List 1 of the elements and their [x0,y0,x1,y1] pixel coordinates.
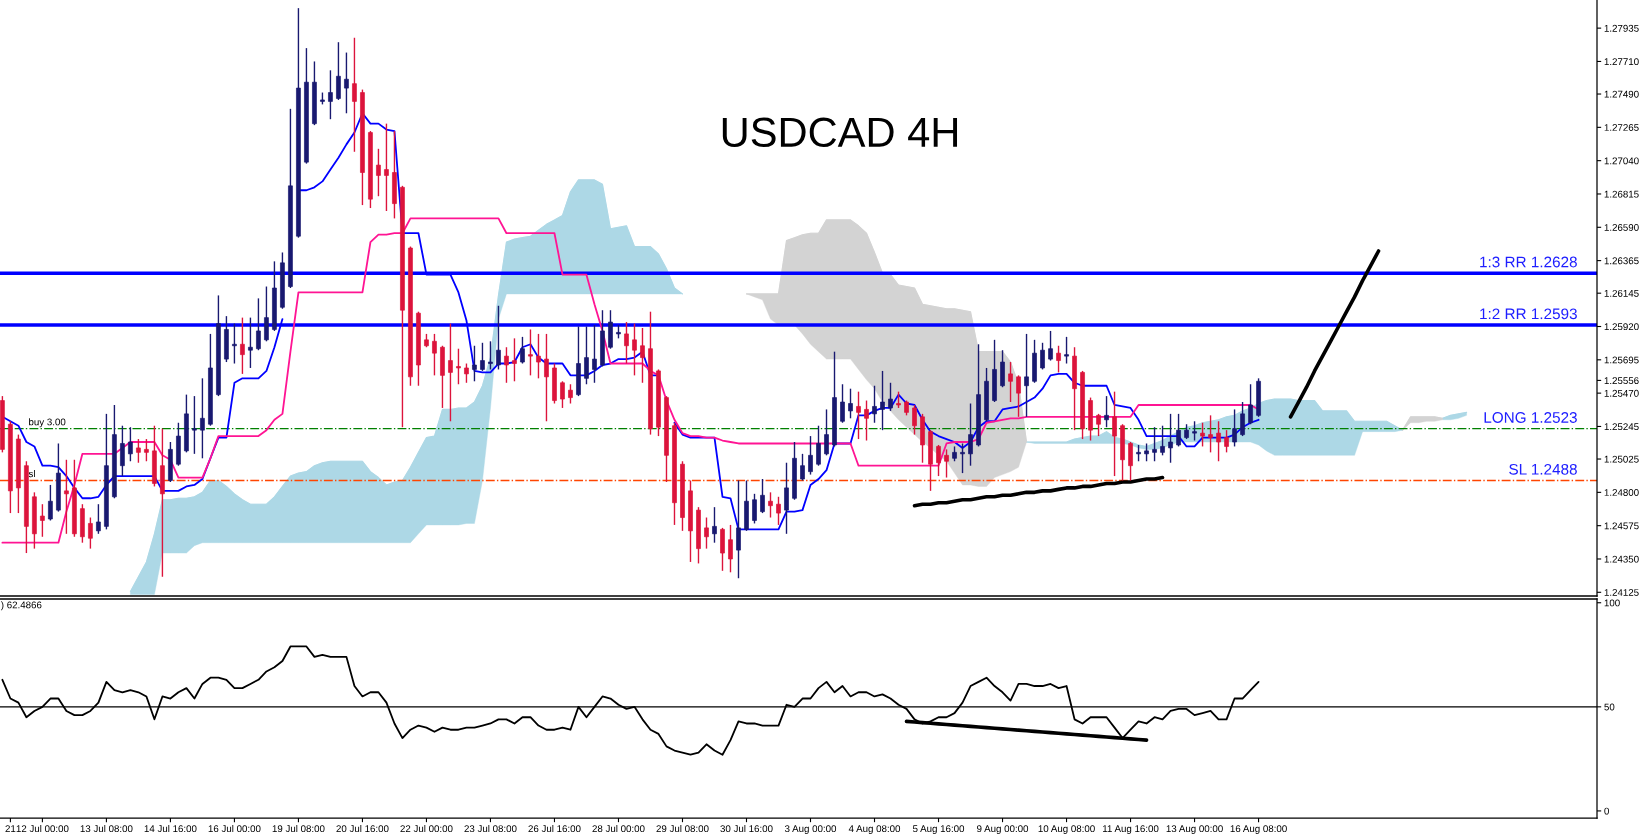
y-tick-label: 1.27935 [1604,24,1639,32]
